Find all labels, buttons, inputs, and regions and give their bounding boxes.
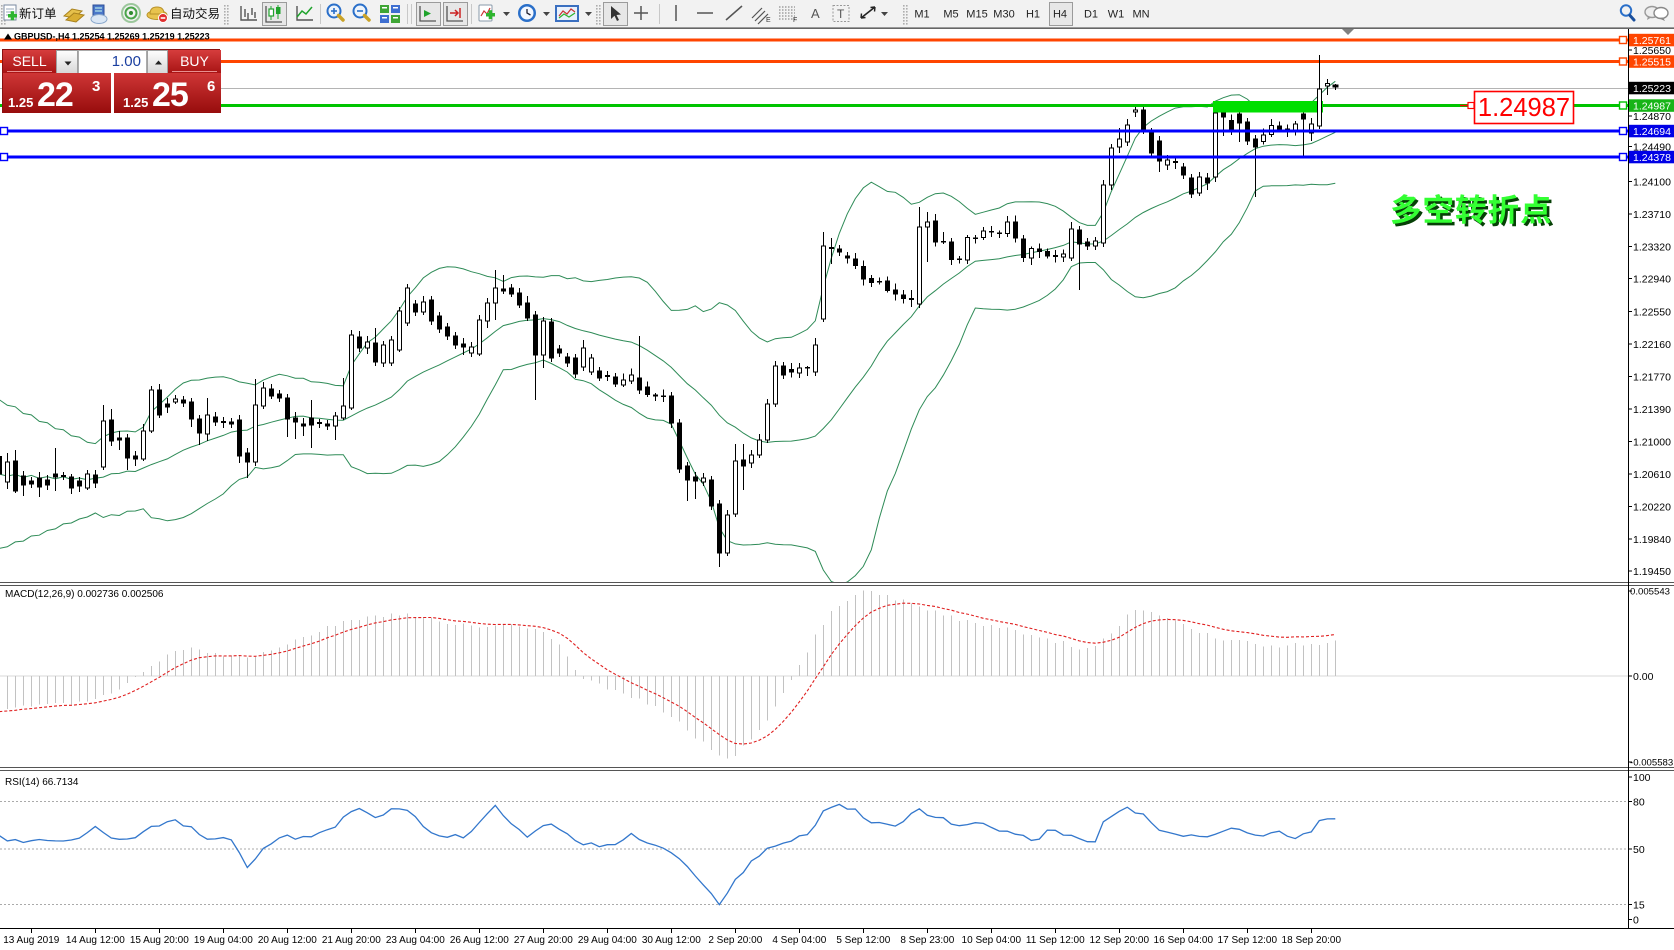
svg-text:23 Aug 04:00: 23 Aug 04:00 (386, 935, 445, 946)
svg-text:M1: M1 (914, 9, 929, 21)
svg-text:1.25761: 1.25761 (1633, 35, 1671, 47)
svg-text:1.21770: 1.21770 (1633, 371, 1671, 383)
svg-text:26 Aug 12:00: 26 Aug 12:00 (450, 935, 509, 946)
svg-text:GBPUSD-,H4 1.25254 1.25269 1.: GBPUSD-,H4 1.25254 1.25269 1.25219 1.252… (14, 32, 210, 42)
svg-text:0.00: 0.00 (1633, 671, 1654, 683)
svg-text:1.21000: 1.21000 (1633, 436, 1671, 448)
svg-text:1.20610: 1.20610 (1633, 469, 1671, 481)
svg-text:1.23710: 1.23710 (1633, 209, 1671, 221)
svg-text:1.25650: 1.25650 (1633, 45, 1671, 57)
svg-text:1.20220: 1.20220 (1633, 501, 1671, 513)
svg-text:1.24987: 1.24987 (1633, 100, 1671, 112)
svg-text:1.19840: 1.19840 (1633, 534, 1671, 546)
svg-text:M15: M15 (966, 9, 987, 21)
svg-text:F: F (793, 17, 797, 24)
svg-text:1.25515: 1.25515 (1633, 56, 1671, 68)
svg-text:2 Sep 20:00: 2 Sep 20:00 (708, 935, 762, 946)
svg-text:13 Aug 2019: 13 Aug 2019 (3, 935, 60, 946)
svg-text:-0.005583: -0.005583 (1630, 758, 1673, 769)
svg-text:1.22940: 1.22940 (1633, 273, 1671, 285)
svg-text:21 Aug 20:00: 21 Aug 20:00 (322, 935, 381, 946)
svg-text:MACD(12,26,9) 0.002736 0.00250: MACD(12,26,9) 0.002736 0.002506 (5, 589, 164, 600)
svg-text:H1: H1 (1026, 9, 1040, 21)
svg-text:D1: D1 (1084, 9, 1098, 21)
svg-text:1.24694: 1.24694 (1633, 126, 1671, 138)
svg-text:1.24490: 1.24490 (1633, 141, 1671, 153)
svg-text:1.23320: 1.23320 (1633, 241, 1671, 253)
svg-text:H4: H4 (1053, 9, 1067, 21)
svg-text:M5: M5 (943, 9, 958, 21)
svg-text:10 Sep 04:00: 10 Sep 04:00 (962, 935, 1022, 946)
svg-text:20 Aug 12:00: 20 Aug 12:00 (258, 935, 317, 946)
svg-text:17 Sep 12:00: 17 Sep 12:00 (1218, 935, 1278, 946)
svg-text:80: 80 (1633, 796, 1645, 808)
svg-text:0: 0 (1633, 914, 1639, 926)
svg-text:30 Aug 12:00: 30 Aug 12:00 (642, 935, 701, 946)
svg-text:5 Sep 12:00: 5 Sep 12:00 (836, 935, 890, 946)
svg-text:19 Aug 04:00: 19 Aug 04:00 (194, 935, 253, 946)
svg-text:15 Aug 20:00: 15 Aug 20:00 (130, 935, 189, 946)
svg-text:1.21390: 1.21390 (1633, 404, 1671, 416)
svg-text:W1: W1 (1108, 9, 1125, 21)
svg-text:8 Sep 23:00: 8 Sep 23:00 (900, 935, 954, 946)
svg-text:1.19450: 1.19450 (1633, 566, 1671, 578)
svg-text:RSI(14) 66.7134: RSI(14) 66.7134 (5, 777, 79, 788)
svg-text:14 Aug 12:00: 14 Aug 12:00 (66, 935, 125, 946)
svg-text:27 Aug 20:00: 27 Aug 20:00 (514, 935, 573, 946)
svg-text:1.25223: 1.25223 (1633, 83, 1671, 95)
svg-text:T: T (837, 7, 845, 21)
svg-text:1.24870: 1.24870 (1633, 111, 1671, 123)
svg-text:15: 15 (1633, 899, 1645, 911)
svg-text:16 Sep 04:00: 16 Sep 04:00 (1154, 935, 1214, 946)
svg-text:50: 50 (1633, 844, 1645, 856)
svg-text:A: A (811, 6, 820, 21)
svg-text:11 Sep 12:00: 11 Sep 12:00 (1026, 935, 1085, 946)
svg-text:1.22550: 1.22550 (1633, 306, 1671, 318)
svg-text:1.24987: 1.24987 (1478, 94, 1570, 122)
svg-text:4 Sep 04:00: 4 Sep 04:00 (772, 935, 826, 946)
svg-text:18 Sep 20:00: 18 Sep 20:00 (1282, 935, 1342, 946)
svg-text:1.24378: 1.24378 (1633, 152, 1671, 164)
svg-text:12 Sep 20:00: 12 Sep 20:00 (1090, 935, 1150, 946)
svg-text:M30: M30 (993, 9, 1014, 21)
svg-text:MN: MN (1132, 9, 1149, 21)
svg-text:1.24100: 1.24100 (1633, 176, 1671, 188)
svg-text:E: E (766, 17, 771, 24)
svg-text:100: 100 (1633, 772, 1651, 784)
svg-text:29 Aug 04:00: 29 Aug 04:00 (578, 935, 637, 946)
svg-text:1.22160: 1.22160 (1633, 339, 1671, 351)
svg-text:0.005543: 0.005543 (1630, 587, 1670, 598)
